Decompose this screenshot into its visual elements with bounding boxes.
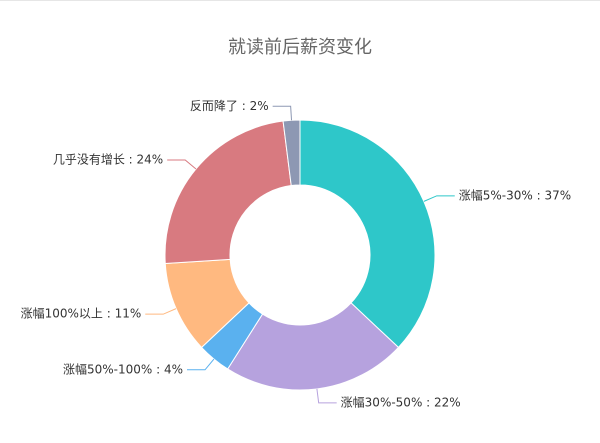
leader-line [423, 195, 455, 202]
leader-line [316, 388, 337, 404]
slice-label: 反而降了 : 2% [190, 99, 269, 113]
leader-line [167, 159, 197, 170]
leader-line [145, 308, 177, 315]
slice-label: 涨幅5%-30% : 37% [459, 187, 571, 202]
slice-label: 涨幅100%以上 : 11% [21, 306, 142, 321]
slice-label: 涨幅30%-50% : 22% [341, 394, 461, 409]
donut-slice [164, 120, 292, 265]
donut-slice [226, 302, 400, 391]
donut-slice [282, 119, 301, 187]
chart-title: 就读前后薪资变化 [228, 37, 372, 58]
slice-label: 几乎没有增长 : 24% [53, 152, 163, 167]
leader-line [272, 105, 293, 121]
leader-line [187, 358, 215, 371]
slice-label: 涨幅50%-100% : 4% [63, 361, 183, 376]
donut-slice [299, 119, 436, 349]
